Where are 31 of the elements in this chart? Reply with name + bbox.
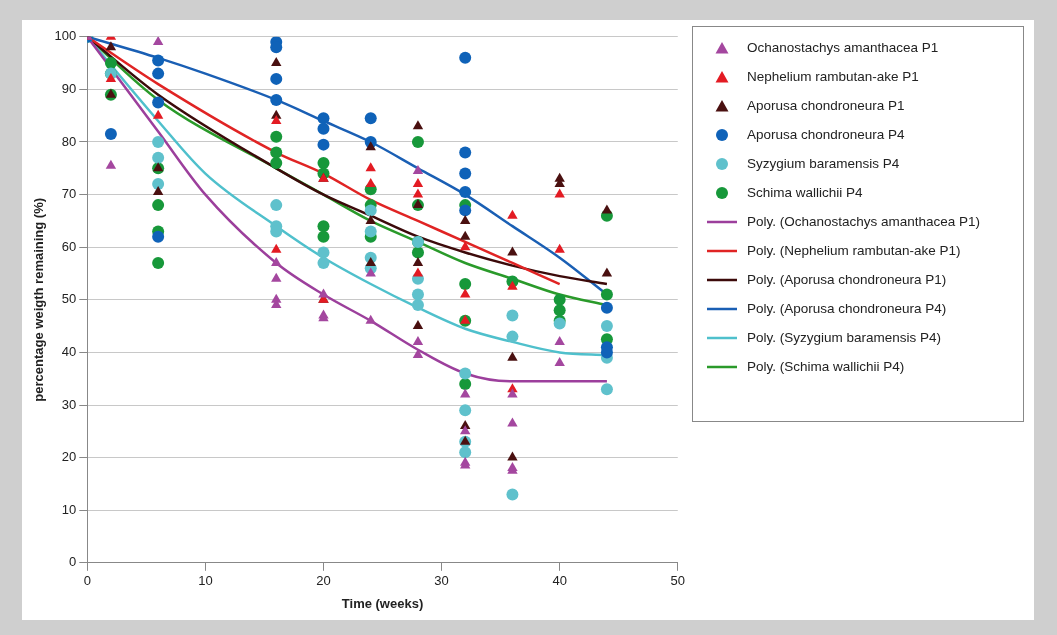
legend-label: Poly. (Ochanostachys amanthacea P1) [747,214,981,229]
y-tick-label: 40 [61,343,77,359]
y-tick-label: 50 [61,291,77,307]
legend-label: Aporusa chondroneura P4 [747,127,905,142]
x-tick-label: 30 [434,573,449,589]
legend-label: Nephelium rambutan-ake P1 [747,69,919,84]
x-tick-label: 20 [316,573,331,589]
x-axis-title: Time (weeks) [341,595,424,611]
x-tick-label: 50 [670,573,685,589]
legend-label: Poly. (Syzygium baramensis P4) [747,330,942,345]
legend-label: Poly. (Nephelium rambutan-ake P1) [747,243,961,258]
y-tick-label: 10 [61,501,77,517]
y-tick-label: 60 [61,238,77,254]
x-tick-label: 10 [198,573,213,589]
legend-label: Poly. (Schima wallichii P4) [747,359,905,374]
legend-label: Poly. (Aporusa chondroneura P4) [747,301,947,316]
legend-label: Ochanostachys amanthacea P1 [747,40,939,55]
legend-label: Schima wallichii P4 [747,185,863,200]
y-tick-label: 0 [69,554,77,570]
legend-label: Poly. (Aporusa chondroneura P1) [747,272,947,287]
y-tick-label: 20 [61,449,77,465]
y-tick-label: 100 [54,28,77,44]
legend-label: Syzygium baramensis P4 [747,156,900,171]
y-tick-label: 70 [61,186,77,202]
y-tick-label: 30 [61,396,77,412]
x-tick-label: 0 [83,573,91,589]
y-tick-label: 80 [61,133,77,149]
y-tick-label: 90 [61,80,77,96]
legend-label: Aporusa chondroneura P1 [747,98,905,113]
y-axis-title: percentage weigth remaining (%) [31,197,47,402]
x-tick-label: 40 [552,573,567,589]
